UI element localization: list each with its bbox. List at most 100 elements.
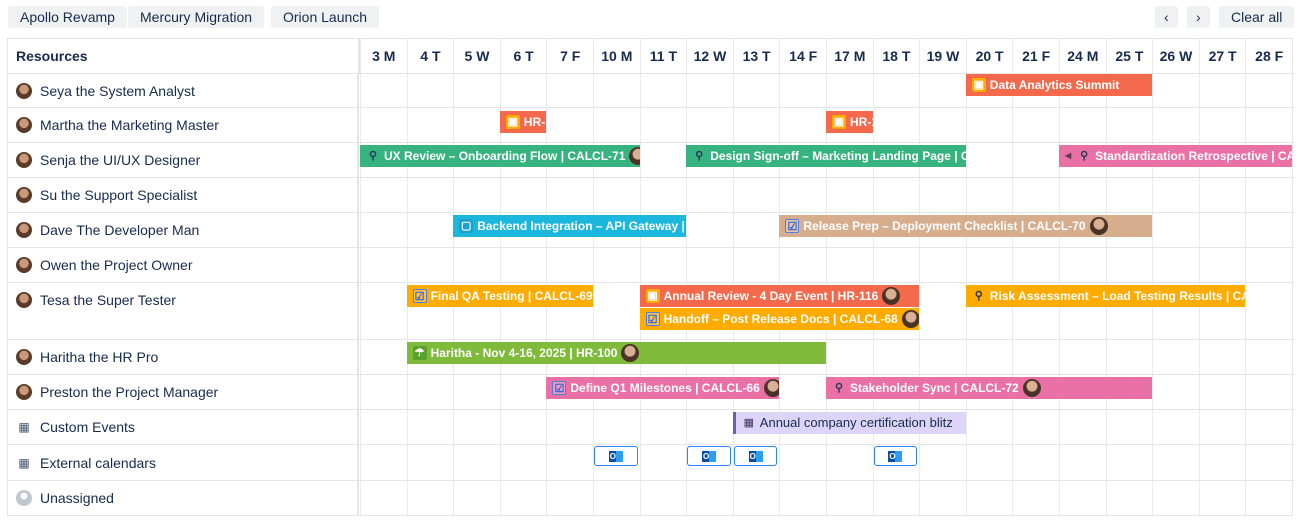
day-header: 19 W — [919, 39, 966, 73]
resource-cell[interactable]: Seya the System Analyst — [8, 74, 359, 107]
event-bar[interactable]: ⚲ UX Review – Onboarding Flow | CALCL-71 — [360, 145, 640, 167]
event-bar[interactable]: ▣ Annual Review - 4 Day Event | HR-116 — [639, 285, 920, 307]
day-header: 14 F — [779, 39, 826, 73]
event-title: Haritha - Nov 4-16, 2025 | HR-100 — [430, 346, 618, 360]
event-bar[interactable]: ▣ Data Analytics Summit — [965, 74, 1153, 96]
grid-line — [1152, 39, 1154, 517]
grid-line — [826, 39, 827, 517]
avatar — [16, 82, 32, 99]
resource-row: Unassigned — [8, 480, 1294, 515]
resource-name: Su the Support Specialist — [40, 187, 198, 203]
task-icon: ▢ — [459, 219, 474, 233]
event-bar[interactable]: ▢Backend Integration – API Gateway | CAL… — [453, 215, 687, 237]
resource-cell[interactable]: Haritha the HR Pro — [8, 340, 359, 374]
calendar-icon: ▦ — [743, 417, 754, 429]
outlook-icon: O — [608, 450, 623, 462]
clear-all-button[interactable]: Clear all — [1219, 6, 1295, 28]
project-tab-1[interactable]: Mercury Migration — [128, 6, 265, 28]
event-bar[interactable]: ☑ Handoff – Post Release Docs | CALCL-68 — [639, 308, 920, 330]
day-header: 12 W — [686, 39, 733, 73]
event-bar[interactable]: ☑ Release Prep – Deployment Checklist | C… — [779, 215, 1153, 237]
grid-line — [965, 39, 967, 517]
prev-button[interactable]: ‹ — [1155, 6, 1178, 28]
resource-cell[interactable]: Tesa the Super Tester — [8, 283, 359, 339]
event-bar[interactable]: ☑ Final QA Testing | CALCL-69 — [406, 285, 593, 307]
event-bar[interactable]: ☂ Haritha - Nov 4-16, 2025 | HR-100 — [406, 342, 826, 364]
grid-line — [406, 39, 408, 517]
resource-row: Preston the Project Manager — [8, 374, 1294, 409]
grid-line — [360, 39, 361, 517]
grid-line — [1059, 39, 1060, 517]
event-title: Release Prep – Deployment Checklist | CA… — [803, 219, 1086, 233]
day-header: 17 M — [826, 39, 873, 73]
resource-row: Seya the System Analyst — [8, 73, 1294, 107]
briefcase-icon: ▣ — [832, 115, 846, 129]
external-calendar-chip[interactable]: O — [594, 446, 638, 466]
resources-header: Resources — [8, 39, 360, 73]
event-bar[interactable]: ◀ ⚲ Standardization Retrospective | CALCL-… — [1059, 145, 1292, 167]
grid-line — [453, 39, 455, 517]
event-bar[interactable]: ▣HR-1 — [826, 111, 873, 133]
resource-cell[interactable]: Su the Support Specialist — [8, 178, 359, 212]
event-bar[interactable]: ⚲ Risk Assessment – Load Testing Results … — [965, 285, 1246, 307]
project-tab-2[interactable]: Orion Launch — [271, 6, 380, 28]
day-header: 6 T — [499, 39, 547, 73]
external-calendar-chip[interactable]: O — [733, 446, 778, 466]
assignee-avatar — [901, 310, 920, 328]
resource-cell[interactable]: ▦ External calendars — [8, 445, 359, 480]
resource-cell[interactable]: Martha the Marketing Master — [8, 108, 359, 142]
resource-row: Martha the Marketing Master — [8, 107, 1294, 142]
event-title: Design Sign-off – Marketing Landing Page… — [710, 149, 966, 163]
grid-line — [919, 39, 921, 517]
resource-row: Senja the UI/UX Designer — [8, 142, 1294, 177]
event-bar[interactable]: ⚲ Design Sign-off – Marketing Landing Pag… — [686, 145, 966, 167]
calendar-icon: ▦ — [18, 420, 30, 434]
grid-line — [1245, 39, 1247, 517]
project-tab-0[interactable]: Apollo Revamp — [8, 6, 127, 28]
resource-cell[interactable]: ▦ Custom Events — [8, 410, 359, 444]
event-bar[interactable]: ☑ Define Q1 Milestones | CALCL-66 — [546, 377, 780, 399]
resource-name: Unassigned — [40, 490, 114, 506]
resource-row: Tesa the Super Tester — [8, 282, 1294, 339]
grid-line — [779, 39, 781, 517]
day-header: 27 T — [1198, 39, 1246, 73]
resource-cell[interactable]: Dave The Developer Man — [8, 213, 359, 247]
grid-line — [499, 39, 501, 517]
event-title: Final QA Testing | CALCL-69 — [430, 289, 593, 303]
avatar — [16, 292, 32, 308]
grid-line — [1198, 39, 1200, 517]
event-bar[interactable]: ▣HR-1 — [499, 111, 547, 133]
event-title: Define Q1 Milestones | CALCL-66 — [570, 381, 760, 395]
outlook-icon: O — [701, 450, 716, 462]
resource-row: Dave The Developer Man — [8, 212, 1294, 247]
event-title: Stakeholder Sync | CALCL-72 — [850, 381, 1019, 395]
review-icon: ⚲ — [695, 150, 704, 162]
event-bar[interactable]: ▦ Annual company certification blitz — [732, 412, 966, 434]
resource-row: Su the Support Specialist — [8, 177, 1294, 212]
review-icon: ⚲ — [974, 290, 983, 302]
event-title: Handoff – Post Release Docs | CALCL-68 — [663, 312, 898, 326]
resource-name: Martha the Marketing Master — [40, 117, 219, 133]
briefcase-icon: ▣ — [971, 78, 986, 92]
checkbox-icon: ☑ — [552, 381, 567, 395]
day-header: 26 W — [1152, 39, 1199, 73]
resource-row: Owen the Project Owner — [8, 247, 1294, 282]
day-header: 20 T — [965, 39, 1013, 73]
assignee-avatar — [629, 147, 640, 165]
day-header: 18 T — [872, 39, 920, 73]
external-calendar-chip[interactable]: O — [873, 446, 918, 466]
external-calendar-chip[interactable]: O — [687, 446, 731, 466]
next-button[interactable]: › — [1187, 6, 1210, 28]
assignee-avatar — [763, 379, 780, 397]
resource-row: ▦ External calendars — [8, 444, 1294, 480]
resource-cell[interactable]: Preston the Project Manager — [8, 375, 359, 409]
grid-line — [546, 39, 548, 517]
day-header: 10 M — [593, 39, 640, 73]
resource-cell[interactable]: Owen the Project Owner — [8, 248, 359, 282]
event-bar[interactable]: ⚲ Stakeholder Sync | CALCL-72 — [826, 377, 1153, 399]
resource-cell[interactable]: Senja the UI/UX Designer — [8, 143, 359, 177]
assignee-avatar — [621, 344, 640, 362]
event-title: Annual Review - 4 Day Event | HR-116 — [663, 289, 879, 303]
resource-cell[interactable]: Unassigned — [8, 481, 359, 515]
